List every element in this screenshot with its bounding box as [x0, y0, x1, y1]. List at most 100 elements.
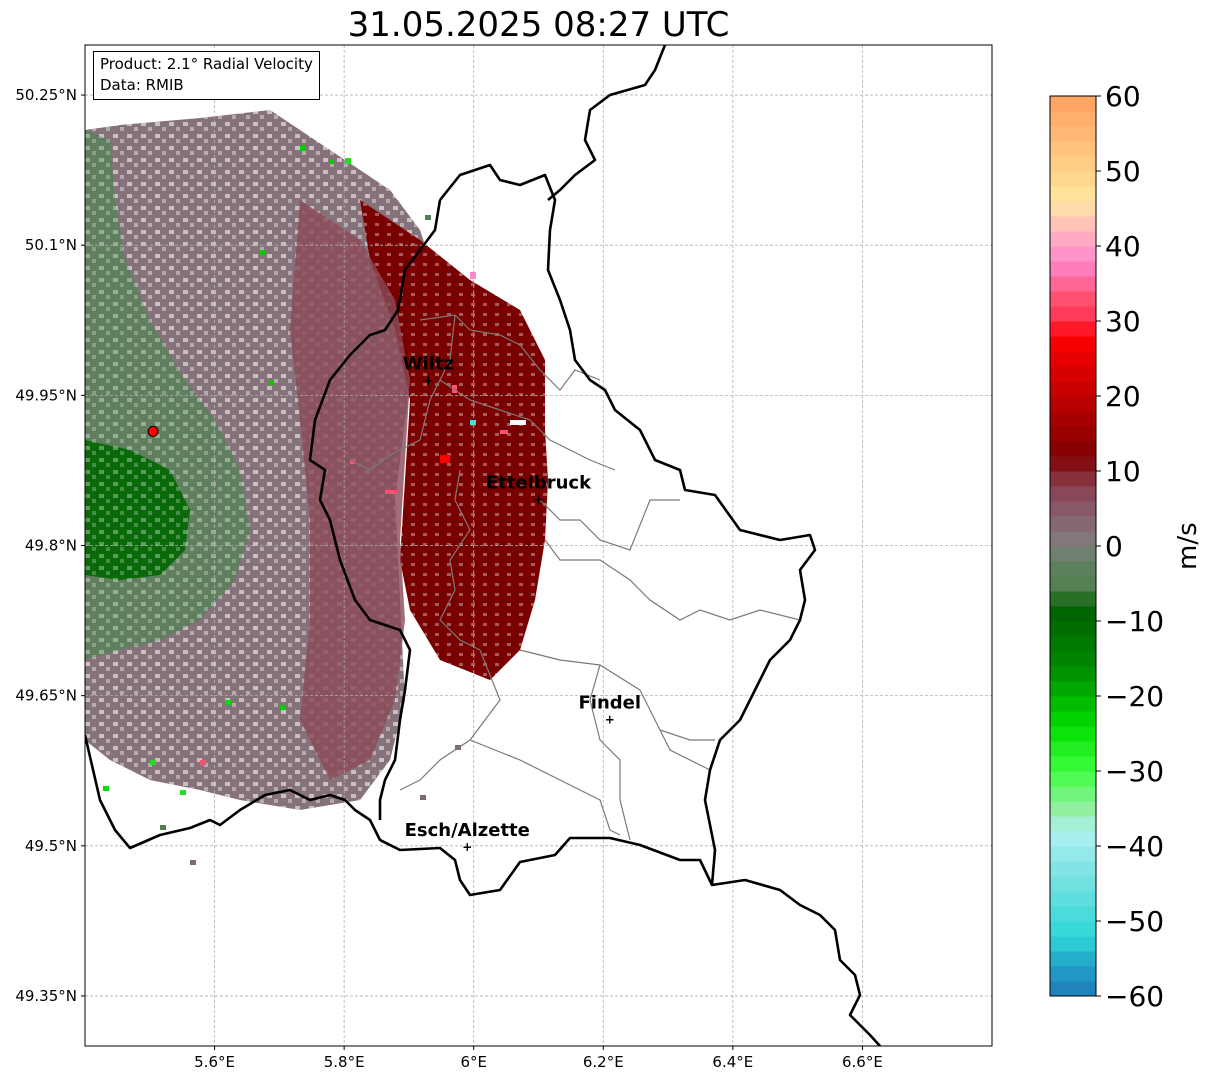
x-tick-label: 6.4°E: [712, 1053, 753, 1071]
colorbar: 60 50 40 30 20 10 0 −10 −20 −30 −40 −50 −60: [1049, 80, 1164, 1013]
colorbar-stripe: [1050, 381, 1096, 397]
colorbar-stripe: [1050, 351, 1096, 367]
colorbar-stripe: [1050, 366, 1096, 382]
colorbar-stripe: [1050, 966, 1096, 982]
colorbar-stripe: [1050, 861, 1096, 877]
x-tick-label: 5.6°E: [194, 1053, 235, 1071]
colorbar-stripe: [1050, 906, 1096, 922]
y-tick-label: 49.95°N: [15, 386, 77, 404]
y-tick-label: 49.5°N: [25, 837, 77, 855]
x-tick-label: 5.8°E: [324, 1053, 365, 1071]
colorbar-stripe: [1050, 741, 1096, 757]
colorbar-stripe: [1050, 951, 1096, 967]
internal-boundaries: [349, 314, 801, 841]
city-label: Wiltz: [403, 353, 454, 374]
colorbar-tick-label: 20: [1105, 380, 1141, 413]
product-info-box: Product: 2.1° Radial Velocity Data: RMIB: [93, 51, 320, 100]
colorbar-stripe: [1050, 771, 1096, 787]
y-tick-label: 50.1°N: [25, 236, 77, 254]
city-labels: +Wiltz+Ettelbruck+Findel+Esch/Alzette: [403, 353, 641, 853]
city-marker: +: [605, 713, 615, 727]
x-axis-ticks: 5.6°E 5.8°E 6°E 6.2°E 6.4°E 6.6°E: [194, 1046, 883, 1071]
colorbar-stripe: [1050, 591, 1096, 607]
radar-site-marker: [147, 425, 159, 437]
colorbar-stripe: [1050, 246, 1096, 262]
product-label: Product: 2.1° Radial Velocity: [100, 55, 313, 73]
map-title: 31.05.2025 08:27 UTC: [347, 5, 730, 45]
colorbar-stripe: [1050, 576, 1096, 592]
colorbar-tick-label: −40: [1105, 830, 1164, 863]
colorbar-stripe: [1050, 786, 1096, 802]
colorbar-stripe: [1050, 531, 1096, 547]
colorbar-stripe: [1050, 471, 1096, 487]
colorbar-stripe: [1050, 336, 1096, 352]
colorbar-stripe: [1050, 261, 1096, 277]
city-label: Findel: [578, 693, 641, 714]
colorbar-stripe: [1050, 321, 1096, 337]
city-label: Esch/Alzette: [405, 820, 530, 841]
lat-lon-gridlines: [85, 45, 992, 1046]
colorbar-stripe: [1050, 636, 1096, 652]
colorbar-stripe: [1050, 156, 1096, 172]
city-marker: +: [533, 492, 543, 506]
colorbar-stripe: [1050, 921, 1096, 937]
city-label: Ettelbruck: [486, 472, 592, 493]
colorbar-stripe: [1050, 186, 1096, 202]
colorbar-stripe: [1050, 711, 1096, 727]
colorbar-stripe: [1050, 681, 1096, 697]
colorbar-tick-label: −20: [1105, 680, 1164, 713]
colorbar-stripe: [1050, 501, 1096, 517]
colorbar-stripe: [1050, 231, 1096, 247]
colorbar-stripe: [1050, 696, 1096, 712]
colorbar-stripe: [1050, 726, 1096, 742]
colorbar-stripe: [1050, 441, 1096, 457]
colorbar-stripe: [1050, 876, 1096, 892]
colorbar-stripe: [1050, 291, 1096, 307]
colorbar-stripe: [1050, 621, 1096, 637]
colorbar-stripe: [1050, 306, 1096, 322]
colorbar-stripe: [1050, 756, 1096, 772]
colorbar-stripe: [1050, 171, 1096, 187]
colorbar-tick-label: 50: [1105, 155, 1141, 188]
colorbar-stripe: [1050, 126, 1096, 142]
y-tick-label: 50.25°N: [15, 86, 77, 104]
colorbar-tick-label: 60: [1105, 80, 1141, 113]
colorbar-stripe: [1050, 426, 1096, 442]
colorbar-tick-label: −10: [1105, 605, 1164, 638]
colorbar-stripe: [1050, 486, 1096, 502]
colorbar-tick-label: −30: [1105, 755, 1164, 788]
colorbar-stripe: [1050, 846, 1096, 862]
y-tick-label: 49.8°N: [25, 537, 77, 555]
colorbar-stripe: [1050, 546, 1096, 562]
colorbar-stripe: [1050, 651, 1096, 667]
colorbar-stripes: [1050, 96, 1096, 997]
colorbar-stripe: [1050, 606, 1096, 622]
colorbar-stripe: [1050, 141, 1096, 157]
data-source-label: Data: RMIB: [100, 76, 184, 94]
colorbar-stripe: [1050, 981, 1096, 997]
colorbar-tick-label: −60: [1105, 980, 1164, 1013]
colorbar-stripe: [1050, 96, 1096, 112]
colorbar-stripe: [1050, 456, 1096, 472]
colorbar-stripe: [1050, 831, 1096, 847]
colorbar-stripe: [1050, 516, 1096, 532]
x-tick-label: 6°E: [460, 1053, 487, 1071]
colorbar-stripe: [1050, 276, 1096, 292]
colorbar-tick-label: 40: [1105, 230, 1141, 263]
colorbar-stripe: [1050, 561, 1096, 577]
colorbar-stripe: [1050, 201, 1096, 217]
colorbar-stripe: [1050, 666, 1096, 682]
y-axis-ticks: 50.25°N 50.1°N 49.95°N 49.8°N 49.65°N 49.5°N 4…: [15, 86, 85, 1005]
x-tick-label: 6.2°E: [583, 1053, 624, 1071]
colorbar-stripe: [1050, 216, 1096, 232]
city-marker: +: [462, 840, 472, 854]
national-borders: [85, 45, 881, 1046]
colorbar-tick-label: 0: [1105, 530, 1123, 563]
colorbar-unit-label: m/s: [1173, 522, 1203, 570]
y-tick-label: 49.35°N: [15, 987, 77, 1005]
colorbar-ticks: 60 50 40 30 20 10 0 −10 −20 −30 −40 −50 −60: [1096, 80, 1164, 1013]
colorbar-tick-label: −50: [1105, 905, 1164, 938]
colorbar-stripe: [1050, 396, 1096, 412]
colorbar-stripe: [1050, 891, 1096, 907]
colorbar-tick-label: 10: [1105, 455, 1141, 488]
